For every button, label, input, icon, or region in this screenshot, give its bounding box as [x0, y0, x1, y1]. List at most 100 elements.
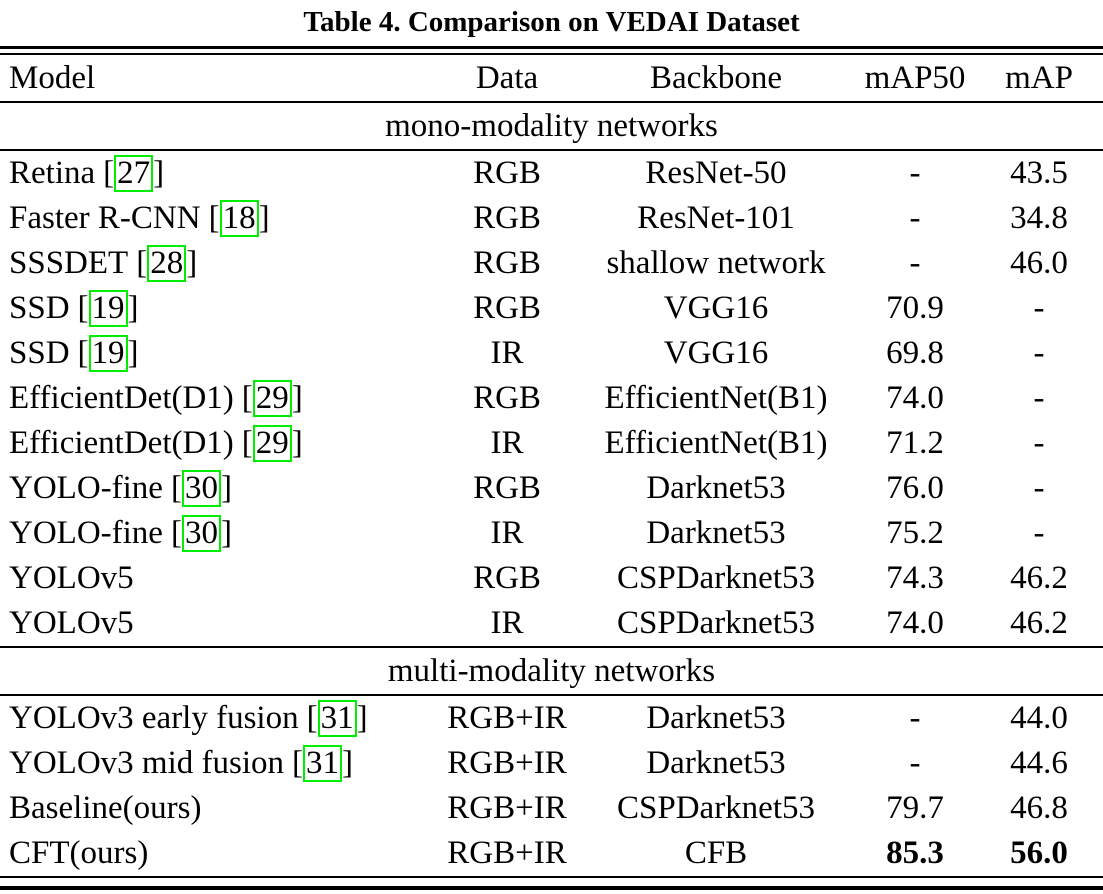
- table-row: EfficientDet(D1) [29] IR EfficientNet(B1)…: [0, 421, 1103, 466]
- map50-cell: -: [909, 245, 921, 281]
- top-double-rule: [0, 46, 1103, 55]
- data-modality-cell: IR: [490, 425, 524, 461]
- model-name: YOLOv5: [9, 605, 134, 641]
- citation-link[interactable]: 28: [147, 244, 187, 283]
- map-cell: 44.6: [1010, 745, 1068, 781]
- citation: [18]: [208, 199, 270, 238]
- citation-open-bracket: [: [170, 514, 182, 551]
- map-cell: -: [1033, 425, 1045, 461]
- citation-link[interactable]: 29: [252, 424, 292, 463]
- section-header-row: multi-modality networks: [0, 646, 1103, 696]
- data-modality-cell: RGB: [473, 290, 541, 326]
- citation-link[interactable]: 31: [317, 699, 357, 738]
- citation: [19]: [77, 334, 139, 373]
- table-row: SSSDET [28] RGB shallow network - 46.0: [0, 241, 1103, 286]
- map-cell: 44.0: [1010, 700, 1068, 736]
- citation-close-bracket: ]: [127, 289, 139, 326]
- table-row: YOLOv5 RGB CSPDarknet53 74.3 46.2: [0, 556, 1103, 601]
- model-name: Baseline(ours): [9, 790, 202, 826]
- citation-close-bracket: ]: [291, 379, 303, 416]
- citation-open-bracket: [: [77, 334, 89, 371]
- data-modality-cell: RGB: [473, 245, 541, 281]
- citation-link[interactable]: 19: [88, 334, 128, 373]
- data-modality-cell: RGB+IR: [447, 700, 567, 736]
- citation-link[interactable]: 29: [252, 379, 292, 418]
- table-row: YOLOv3 early fusion [31] RGB+IR Darknet53…: [0, 695, 1103, 741]
- citation-open-bracket: [: [170, 469, 182, 506]
- model-name: EfficientDet(D1): [9, 379, 234, 416]
- citation-close-bracket: ]: [291, 424, 303, 461]
- map50-cell: 74.3: [886, 560, 944, 596]
- map50-cell: 76.0: [886, 470, 944, 506]
- data-modality-cell: IR: [490, 605, 524, 641]
- model-cell: Baseline(ours): [0, 786, 437, 831]
- table-row: YOLO-fine [30] IR Darknet53 75.2 -: [0, 511, 1103, 556]
- citation-open-bracket: [: [208, 199, 220, 236]
- citation-close-bracket: ]: [220, 469, 232, 506]
- citation-open-bracket: [: [292, 744, 303, 781]
- data-modality-cell: RGB+IR: [447, 790, 567, 826]
- citation-link[interactable]: 18: [219, 199, 259, 238]
- model-name: Faster R-CNN: [9, 199, 201, 236]
- model-name: Retina: [9, 154, 96, 191]
- citation-close-bracket: ]: [153, 154, 165, 191]
- backbone-cell: VGG16: [663, 290, 769, 326]
- model-cell: YOLOv3 mid fusion [31]: [0, 741, 437, 786]
- table-row: Faster R-CNN [18] RGB ResNet-101 - 34.8: [0, 196, 1103, 241]
- citation: [29]: [241, 379, 303, 418]
- model-name: YOLO-fine: [9, 514, 163, 551]
- table-row: YOLOv5 IR CSPDarknet53 74.0 46.2: [0, 601, 1103, 647]
- citation-close-bracket: ]: [186, 244, 198, 281]
- column-header-map50: mAP50: [855, 55, 975, 103]
- model-cell: YOLO-fine [30]: [0, 466, 437, 511]
- comparison-table: Model Data Backbone mAP50 mAP mono-modal…: [0, 55, 1103, 876]
- section-label: mono-modality networks: [0, 101, 1103, 151]
- table-caption: Table 4. Comparison on VEDAI Dataset: [303, 6, 800, 38]
- map-cell: -: [1033, 515, 1045, 551]
- citation-close-bracket: ]: [220, 514, 232, 551]
- map-cell: -: [1033, 290, 1045, 326]
- model-name: SSSDET: [9, 244, 129, 281]
- backbone-cell: VGG16: [663, 335, 769, 371]
- table-row: Retina [27] RGB ResNet-50 - 43.5: [0, 150, 1103, 196]
- backbone-cell: Darknet53: [646, 515, 786, 551]
- model-name: YOLOv5: [9, 560, 134, 596]
- citation: [30]: [170, 469, 232, 508]
- model-cell: EfficientDet(D1) [29]: [0, 421, 437, 466]
- model-cell: Retina [27]: [0, 150, 437, 196]
- map50-cell: -: [909, 155, 921, 191]
- citation-link[interactable]: 30: [181, 469, 221, 508]
- data-modality-cell: RGB+IR: [447, 745, 567, 781]
- citation-link[interactable]: 30: [181, 514, 221, 553]
- data-modality-cell: RGB: [473, 200, 541, 236]
- citation-close-bracket: ]: [258, 199, 270, 236]
- backbone-cell: shallow network: [606, 245, 826, 281]
- citation-open-bracket: [: [306, 699, 318, 736]
- map-cell: 46.8: [1010, 790, 1068, 826]
- model-cell: YOLOv5: [0, 556, 437, 601]
- model-cell: SSD [19]: [0, 331, 437, 376]
- map50-cell: 75.2: [886, 515, 944, 551]
- citation: [31]: [306, 699, 368, 738]
- citation-close-bracket: ]: [127, 334, 139, 371]
- citation: [27]: [103, 154, 165, 193]
- map-cell: -: [1033, 335, 1045, 371]
- model-cell: SSD [19]: [0, 286, 437, 331]
- backbone-cell: ResNet-101: [637, 200, 795, 236]
- backbone-cell: EfficientNet(B1): [604, 380, 828, 416]
- citation-link[interactable]: 31: [303, 744, 342, 783]
- map50-cell: -: [909, 200, 921, 236]
- citation-open-bracket: [: [241, 379, 253, 416]
- citation-link[interactable]: 19: [88, 289, 128, 328]
- map50-cell: 70.9: [886, 290, 944, 326]
- map50-cell: -: [909, 700, 921, 736]
- map50-cell: 74.0: [886, 605, 944, 641]
- citation-link[interactable]: 27: [114, 154, 154, 193]
- model-name: CFT(ours): [9, 835, 149, 871]
- map-cell: 46.2: [1010, 605, 1068, 641]
- table-row: Baseline(ours) RGB+IR CSPDarknet53 79.7 …: [0, 786, 1103, 831]
- citation: [30]: [170, 514, 232, 553]
- backbone-cell: CSPDarknet53: [617, 605, 815, 641]
- model-cell: YOLO-fine [30]: [0, 511, 437, 556]
- map-cell: -: [1033, 380, 1045, 416]
